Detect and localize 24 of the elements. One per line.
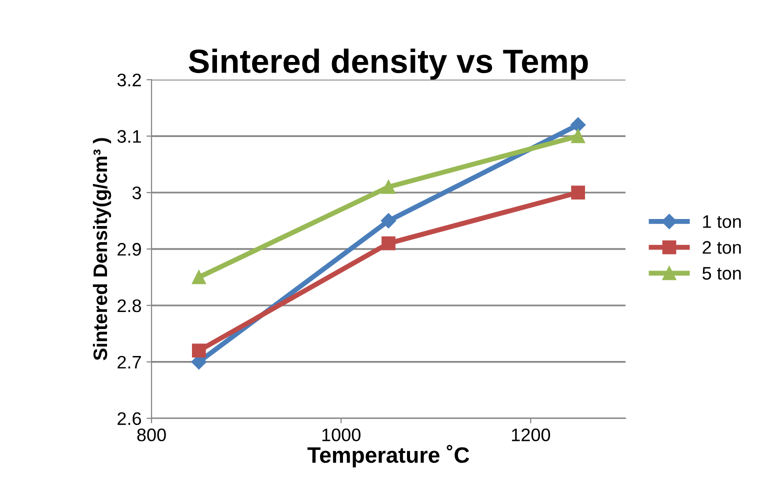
y-tick-label: 2.6 [118,412,141,426]
point [571,186,586,200]
point [382,180,396,194]
point [192,270,206,284]
y-tick-label: 2.7 [118,356,141,368]
y-tick-label: 3.1 [117,130,141,143]
x-tick-label: 800 [137,428,166,442]
y-tick-label: 3.2 [117,74,141,86]
legend-label: 2 ton [702,241,741,254]
x-tick-label: 1000 [322,428,360,442]
x-tick-label: 1200 [512,428,550,442]
y-axis-title: Sintered Density(g/cm³ ) [92,138,112,360]
point [380,213,396,228]
point [192,344,206,358]
legend-label: 1 ton [703,215,741,228]
y-tick-label: 2.9 [118,242,141,256]
legend-label: 5 ton [702,267,741,280]
chart-title: Sintered density vs Temp [188,48,588,80]
point [570,117,586,132]
point [382,236,396,250]
y-tick-label: 2.8 [118,299,142,312]
x-axis-title: Temperature ˚C [307,444,470,468]
point [571,129,586,144]
y-tick-label: 3 [132,186,141,200]
